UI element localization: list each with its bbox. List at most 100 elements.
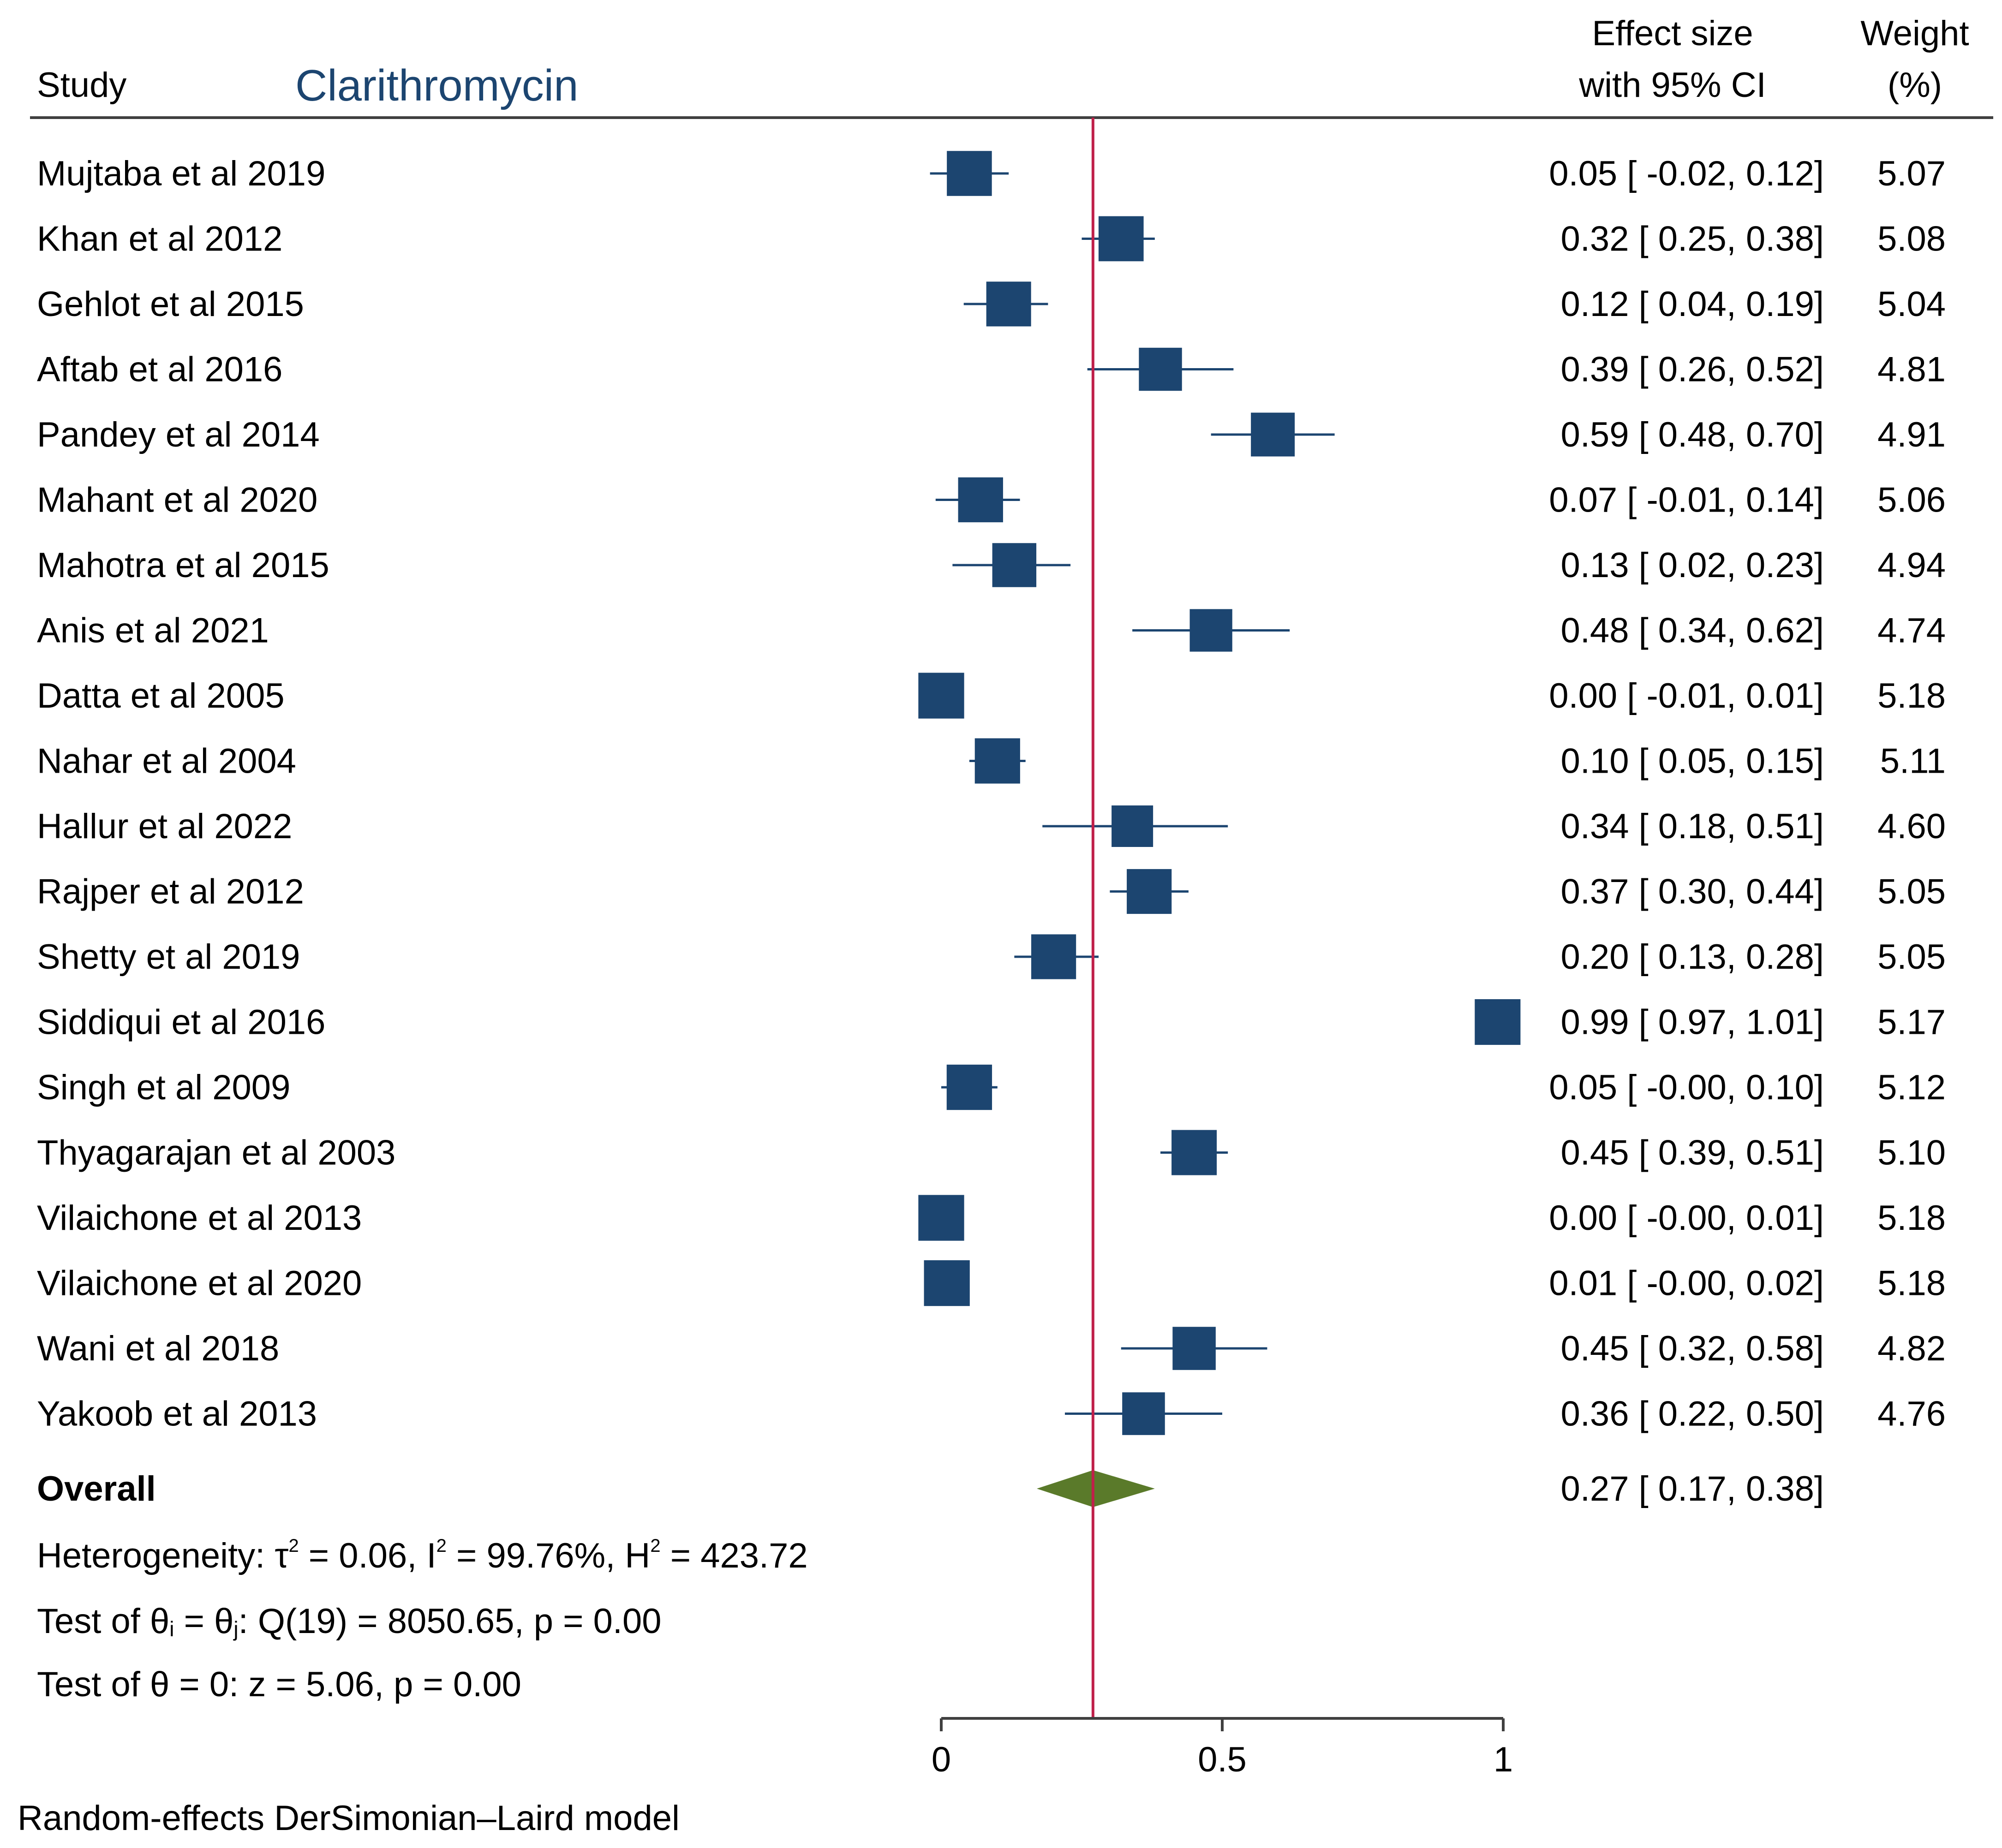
effect-ci-value: 0.07 [ -0.01, 0.14] xyxy=(1549,481,1824,520)
effect-ci-value: 0.45 [ 0.39, 0.51] xyxy=(1561,1133,1824,1173)
effect-marker xyxy=(1171,1130,1217,1175)
study-name: Hallur et al 2022 xyxy=(37,807,292,846)
effect-ci-value: 0.05 [ -0.00, 0.10] xyxy=(1549,1068,1824,1107)
effect-ci-value: 0.39 [ 0.26, 0.52] xyxy=(1561,350,1824,389)
heterogeneity-prefix: Heterogeneity: τ xyxy=(37,1536,288,1575)
effect-marker xyxy=(918,1195,964,1241)
study-name: Wani et al 2018 xyxy=(37,1329,279,1368)
weight-value: 5.05 xyxy=(1877,872,1946,912)
study-name: Yakoob et al 2013 xyxy=(37,1395,317,1434)
effect-marker xyxy=(1251,412,1295,457)
i2-value: = 99.76%, H xyxy=(447,1536,651,1575)
weight-value: 5.17 xyxy=(1877,1003,1946,1042)
effect-size-header-line1: Effect size xyxy=(1592,14,1753,53)
effect-marker xyxy=(1112,805,1153,847)
study-name: Datta et al 2005 xyxy=(37,676,285,715)
weight-value: 5.06 xyxy=(1877,481,1946,520)
study-name: Siddiqui et al 2016 xyxy=(37,1003,325,1042)
study-name: Singh et al 2009 xyxy=(37,1068,290,1107)
effect-marker xyxy=(992,543,1037,587)
study-name: Mahotra et al 2015 xyxy=(37,546,329,585)
test-equality-text: Test of θi = θj: Q(19) = 8050.65, p = 0.… xyxy=(37,1602,662,1641)
effect-ci-value: 0.05 [ -0.02, 0.12] xyxy=(1549,154,1824,193)
statistics-footer: Overall 0.27 [ 0.17, 0.38] Heterogeneity: … xyxy=(18,1469,1824,1838)
study-name: Aftab et al 2016 xyxy=(37,350,282,389)
heterogeneity-text: Heterogeneity: τ2 = 0.06, I2 = 99.76%, H… xyxy=(37,1536,808,1575)
study-rows: Mujtaba et al 2019 0.05 [ -0.02, 0.12] 5.0… xyxy=(37,151,1946,1435)
effect-marker xyxy=(1475,999,1521,1045)
superscript: 2 xyxy=(436,1536,447,1556)
h2-value: = 423.72 xyxy=(661,1536,808,1575)
effect-ci-value: 0.00 [ -0.01, 0.01] xyxy=(1549,676,1824,715)
effect-ci-value: 0.32 [ 0.25, 0.38] xyxy=(1561,220,1824,259)
effect-ci-value: 0.00 [ -0.00, 0.01] xyxy=(1549,1198,1824,1238)
effect-marker xyxy=(1127,869,1172,914)
study-name: Gehlot et al 2015 xyxy=(37,285,304,324)
weight-value: 4.81 xyxy=(1877,350,1946,389)
weight-value: 5.04 xyxy=(1877,285,1946,324)
study-name: Mahant et al 2020 xyxy=(37,481,317,520)
study-name: Mujtaba et al 2019 xyxy=(37,154,325,193)
effect-ci-value: 0.36 [ 0.22, 0.50] xyxy=(1561,1395,1824,1434)
effect-ci-value: 0.59 [ 0.48, 0.70] xyxy=(1561,415,1824,454)
study-name: Anis et al 2021 xyxy=(37,611,269,650)
study-name: Shetty et al 2019 xyxy=(37,937,300,977)
weight-value: 4.91 xyxy=(1877,415,1946,454)
study-name: Nahar et al 2004 xyxy=(37,742,296,781)
effect-marker xyxy=(974,738,1020,784)
test-equal-a: Test of θ xyxy=(37,1602,169,1641)
overall-label: Overall xyxy=(37,1469,156,1508)
subscript: i xyxy=(169,1617,174,1641)
weight-value: 5.11 xyxy=(1880,742,1946,781)
weight-value: 4.76 xyxy=(1877,1395,1946,1434)
weight-header-line2: (%) xyxy=(1888,66,1942,105)
effect-ci-value: 0.45 [ 0.32, 0.58] xyxy=(1561,1329,1824,1368)
effect-marker xyxy=(1189,609,1232,652)
effect-ci-value: 0.20 [ 0.13, 0.28] xyxy=(1561,937,1824,977)
subscript: j xyxy=(233,1617,238,1641)
weight-value: 5.18 xyxy=(1877,1198,1946,1238)
study-name: Pandey et al 2014 xyxy=(37,415,320,454)
effect-marker xyxy=(958,477,1003,523)
effect-marker xyxy=(924,1260,970,1306)
effect-marker xyxy=(1122,1392,1165,1435)
effect-marker xyxy=(1031,934,1076,979)
weight-value: 5.18 xyxy=(1877,1264,1946,1303)
study-name: Khan et al 2012 xyxy=(37,220,282,259)
x-tick-label: 0 xyxy=(932,1740,951,1779)
model-note: Random-effects DerSimonian–Laird model xyxy=(18,1799,680,1838)
tau-value: = 0.06, I xyxy=(299,1536,436,1575)
weight-value: 5.05 xyxy=(1877,937,1946,977)
effect-ci-value: 0.34 [ 0.18, 0.51] xyxy=(1561,807,1824,846)
header: Study Clarithromycin Effect size with 95… xyxy=(30,14,1993,119)
effect-marker xyxy=(918,673,964,719)
overall-ci-value: 0.27 [ 0.17, 0.38] xyxy=(1561,1469,1824,1508)
weight-value: 5.12 xyxy=(1877,1068,1946,1107)
weight-value: 4.82 xyxy=(1877,1329,1946,1368)
test-zero-text: Test of θ = 0: z = 5.06, p = 0.00 xyxy=(37,1665,521,1704)
effect-ci-value: 0.99 [ 0.97, 1.01] xyxy=(1561,1003,1824,1042)
test-equal-b: = θ xyxy=(174,1602,234,1641)
study-name: Rajper et al 2012 xyxy=(37,872,304,912)
weight-value: 5.10 xyxy=(1877,1133,1946,1173)
effect-ci-value: 0.10 [ 0.05, 0.15] xyxy=(1561,742,1824,781)
effect-marker xyxy=(1098,216,1144,262)
effect-marker xyxy=(947,151,992,196)
superscript: 2 xyxy=(650,1536,660,1556)
superscript: 2 xyxy=(288,1536,299,1556)
effect-marker xyxy=(1172,1327,1216,1370)
overall-diamond xyxy=(1037,1470,1155,1507)
effect-ci-value: 0.48 [ 0.34, 0.62] xyxy=(1561,611,1824,650)
subgroup-title: Clarithromycin xyxy=(295,61,578,110)
x-axis: 0 0.5 1 xyxy=(932,118,1513,1779)
effect-ci-value: 0.37 [ 0.30, 0.44] xyxy=(1561,872,1824,912)
test-equal-c: : Q(19) = 8050.65, p = 0.00 xyxy=(239,1602,662,1641)
effect-marker xyxy=(946,1064,992,1110)
weight-header-line1: Weight xyxy=(1860,14,1969,53)
weight-value: 4.60 xyxy=(1877,807,1946,846)
study-name: Thyagarajan et al 2003 xyxy=(37,1133,395,1173)
study-column-header: Study xyxy=(37,66,126,105)
study-name: Vilaichone et al 2020 xyxy=(37,1264,362,1303)
x-tick-label: 0.5 xyxy=(1198,1740,1247,1779)
